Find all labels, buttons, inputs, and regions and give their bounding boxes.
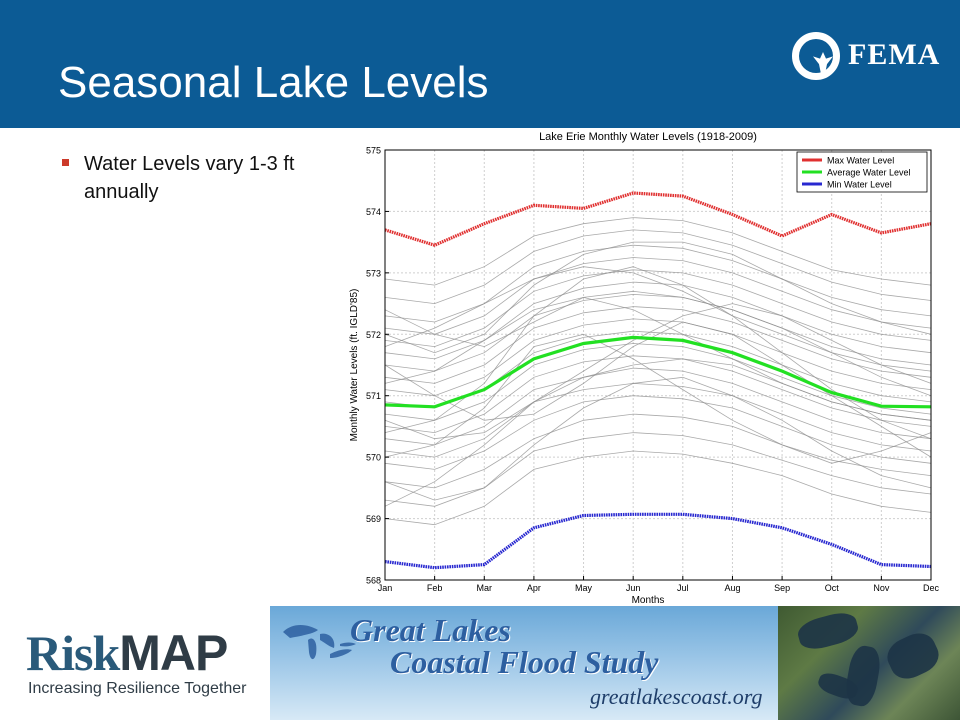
bullet-square-icon bbox=[62, 159, 69, 166]
x-tick-label: Mar bbox=[477, 583, 493, 593]
banner-title-line2: Coastal Flood Study bbox=[390, 644, 659, 680]
y-tick-label: 569 bbox=[366, 514, 381, 524]
header-bar: Seasonal Lake Levels FEMA bbox=[0, 0, 960, 128]
riskmap-tagline: Increasing Resilience Together bbox=[28, 680, 247, 697]
history-line bbox=[384, 413, 932, 489]
plot-border bbox=[384, 149, 932, 581]
plot-area bbox=[385, 150, 931, 580]
y-axis-label: Monthly Water Levels (ft. IGLD'85) bbox=[349, 289, 360, 442]
bullet-text: Water Levels vary 1-3 ft annually bbox=[84, 153, 295, 203]
lake-level-chart: 568 569 570 571 572 573 574 575 Jan Feb Mar Apr May J… bbox=[347, 128, 941, 604]
footer-band: RiskMAP Increasing Resilience Together G… bbox=[0, 606, 960, 720]
page-title: Seasonal Lake Levels bbox=[58, 58, 489, 107]
x-tick-label: May bbox=[575, 583, 593, 593]
y-tick-label: 573 bbox=[366, 268, 381, 278]
history-line bbox=[384, 281, 932, 360]
x-tick-label: Aug bbox=[724, 583, 740, 593]
history-line bbox=[384, 290, 932, 397]
history-line bbox=[384, 257, 932, 335]
history-line bbox=[384, 343, 932, 421]
chart-svg: 568 569 570 571 572 573 574 575 Jan Feb Mar Apr May J… bbox=[349, 131, 940, 604]
history-line bbox=[384, 217, 932, 286]
series-line bbox=[384, 191, 932, 247]
history-line bbox=[384, 244, 932, 323]
history-line bbox=[384, 229, 932, 305]
x-tick-label: Dec bbox=[923, 583, 940, 593]
bullet-list: Water Levels vary 1-3 ft annually bbox=[62, 150, 322, 206]
history-line bbox=[384, 450, 932, 526]
x-tick-label: Oct bbox=[825, 583, 840, 593]
bullet-item: Water Levels vary 1-3 ft annually bbox=[62, 150, 322, 206]
satellite-image bbox=[778, 606, 960, 720]
legend-label: Average Water Level bbox=[827, 168, 911, 178]
x-tick-label: Feb bbox=[427, 583, 443, 593]
x-tick-label: Jan bbox=[378, 583, 393, 593]
history-line bbox=[384, 333, 932, 464]
history-line bbox=[384, 306, 932, 384]
coastal-flood-study-banner: Great Lakes Coastal Flood Study greatlak… bbox=[270, 606, 778, 720]
chart-title: Lake Erie Monthly Water Levels (1918-200… bbox=[539, 131, 757, 143]
x-tick-label: Jun bbox=[626, 583, 641, 593]
y-tick-label: 571 bbox=[366, 391, 381, 401]
history-line bbox=[384, 321, 932, 458]
y-tick-label: 568 bbox=[366, 576, 381, 586]
x-tick-label: Jul bbox=[677, 583, 689, 593]
dhs-seal-icon bbox=[790, 30, 842, 82]
fema-wordmark: FEMA bbox=[848, 38, 941, 71]
history-line bbox=[384, 376, 932, 501]
legend-label: Max Water Level bbox=[827, 156, 894, 166]
x-tick-label: Apr bbox=[527, 583, 541, 593]
riskmap-logo: RiskMAP Increasing Resilience Together bbox=[0, 606, 270, 720]
legend-label: Min Water Level bbox=[827, 180, 892, 190]
banner-url: greatlakescoast.org bbox=[590, 684, 763, 709]
x-axis-label: Months bbox=[632, 595, 665, 604]
history-line bbox=[384, 266, 932, 372]
history-line bbox=[384, 358, 932, 440]
y-tick-label: 574 bbox=[366, 207, 381, 217]
history-line bbox=[384, 303, 932, 507]
series-line bbox=[384, 335, 932, 409]
history-line bbox=[384, 395, 932, 470]
history-line bbox=[384, 355, 932, 434]
y-tick-label: 570 bbox=[366, 453, 381, 463]
series-line bbox=[384, 512, 932, 570]
x-tick-label: Nov bbox=[873, 583, 890, 593]
history-line bbox=[384, 432, 932, 507]
x-tick-label: Sep bbox=[774, 583, 790, 593]
history-line bbox=[384, 293, 932, 372]
y-tick-label: 572 bbox=[366, 330, 381, 340]
y-tick-label: 575 bbox=[366, 146, 381, 156]
history-line bbox=[384, 269, 932, 348]
history-line bbox=[384, 241, 932, 354]
history-line bbox=[384, 382, 932, 458]
banner-title-line1: Great Lakes bbox=[350, 612, 511, 648]
great-lakes-icon bbox=[283, 625, 356, 660]
history-line bbox=[384, 367, 932, 446]
fema-logo: FEMA bbox=[790, 30, 940, 84]
history-line bbox=[384, 318, 932, 397]
riskmap-wordmark: RiskMAP bbox=[26, 625, 228, 681]
